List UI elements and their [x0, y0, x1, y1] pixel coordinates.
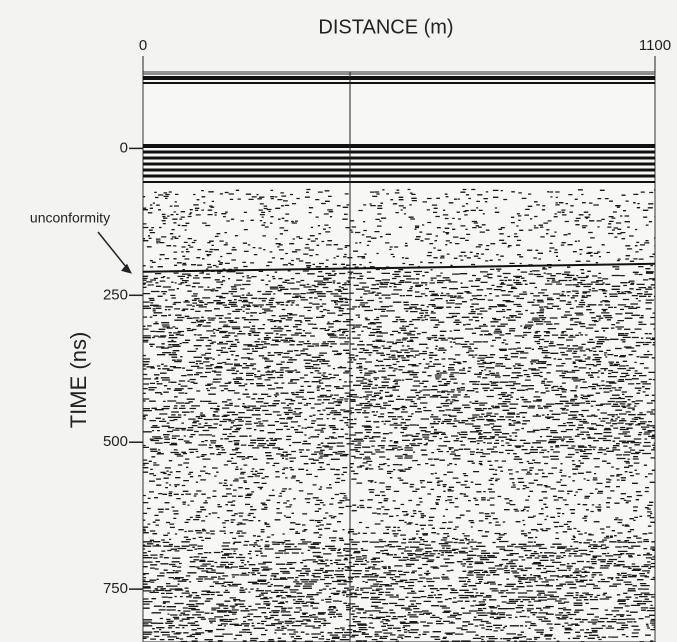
y-axis-title: TIME (ns) — [66, 332, 91, 429]
reflector-unconformity — [142, 262, 656, 273]
x-axis-title: DISTANCE (m) — [318, 16, 453, 38]
x-tick-label: 1100 — [639, 37, 671, 54]
annotation-arrow — [97, 231, 131, 273]
y-tick-label: 0 — [120, 139, 128, 156]
y-tick-label: 750 — [103, 580, 128, 597]
radargram-image — [142, 71, 656, 642]
x-tick-label: 0 — [139, 37, 147, 54]
y-tick-label: 250 — [103, 286, 128, 303]
annotation-arrowhead — [121, 263, 132, 274]
annotation-label: unconformity — [30, 210, 110, 226]
y-tick-label: 500 — [103, 433, 128, 450]
radargram-noise — [143, 188, 655, 642]
